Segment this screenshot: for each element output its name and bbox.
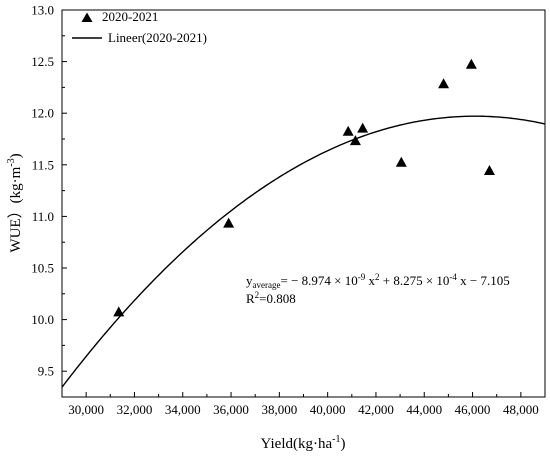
- data-point-triangle: [349, 135, 361, 146]
- scatter-series-2020-2021: [113, 58, 495, 317]
- x-tick-label: 42,000: [358, 402, 394, 417]
- x-tick-label: 44,000: [406, 402, 442, 417]
- y-tick-label: 11.5: [32, 157, 54, 172]
- y-tick-label: 10.0: [31, 312, 54, 327]
- legend-triangle-marker: [81, 12, 93, 22]
- data-point-triangle: [342, 125, 354, 136]
- legend: 2020-2021 Lineer(2020-2021): [72, 9, 207, 45]
- legend-label-scatter: 2020-2021: [102, 9, 158, 24]
- y-axis-title: WUE）(kg·m-3): [6, 153, 24, 252]
- data-point-triangle: [223, 217, 235, 228]
- x-tick-label: 38,000: [261, 402, 297, 417]
- x-tick-label: 32,000: [117, 402, 153, 417]
- y-tick-label: 12.0: [31, 106, 54, 121]
- data-point-triangle: [483, 164, 495, 175]
- data-point-triangle: [465, 58, 477, 69]
- r-squared-annotation: R2=0.808: [246, 290, 296, 306]
- legend-label-fit: Lineer(2020-2021): [108, 30, 207, 45]
- x-tick-label: 40,000: [310, 402, 346, 417]
- y-tick-label: 12.5: [31, 54, 54, 69]
- x-tick-label: 46,000: [455, 402, 491, 417]
- x-tick-label: 48,000: [503, 402, 539, 417]
- data-point-triangle: [438, 78, 450, 89]
- data-point-triangle: [395, 156, 407, 167]
- data-point-triangle: [113, 306, 125, 317]
- y-tick-label: 13.0: [31, 3, 54, 18]
- y-tick-label: 11.0: [32, 209, 54, 224]
- x-tick-label: 30,000: [68, 402, 104, 417]
- fit-curve-lineer-2020-2021: [62, 115, 545, 388]
- equation-annotation: yaverage= − 8.974 × 10-9 x2 + 8.275 × 10…: [246, 272, 510, 290]
- x-axis-title: Yield(kg·ha-1): [261, 434, 346, 452]
- y-tick-label: 10.5: [31, 261, 54, 276]
- y-axis: 9.5 10.0 10.5 11.0 11.5 12.0 12.5 13.0: [31, 3, 67, 379]
- y-tick-label: 9.5: [38, 364, 54, 379]
- x-axis: 30,000 32,000 34,000 36,000 38,000 40,000 42,0…: [68, 392, 539, 417]
- x-tick-label: 36,000: [213, 402, 249, 417]
- x-tick-label: 34,000: [165, 402, 201, 417]
- data-point-triangle: [357, 122, 369, 133]
